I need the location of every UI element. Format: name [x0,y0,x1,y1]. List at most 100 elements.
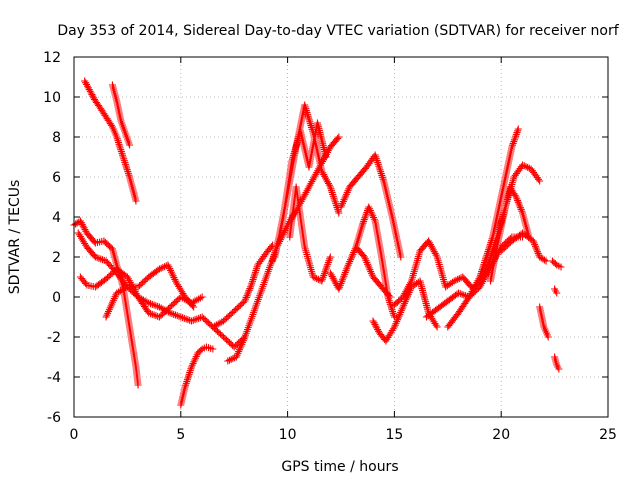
data-point-arc-10 [306,120,314,128]
data-point-arc-13 [329,274,337,282]
data-point-arc-17 [454,275,462,283]
data-point-arc-14 [374,158,382,166]
data-point-arc-6 [163,307,171,315]
data-point-arc-7 [209,345,217,353]
data-point-arc-1 [123,164,131,172]
y-tick-label: -4 [47,370,61,386]
data-point-arc-17 [452,276,460,284]
data-point-arc-13 [330,276,338,284]
data-point-arc-4 [154,312,162,320]
data-point-arc-22 [531,242,539,250]
data-point-arc-17 [426,239,434,247]
data-point-arc-5 [98,256,106,264]
data-point-arc-17 [404,284,412,292]
data-point-arc-15 [385,295,393,303]
data-point-arc-6 [170,310,178,318]
data-point-arc-12 [309,273,317,281]
data-point-arc-15 [368,210,376,218]
data-point-arc-10 [331,198,339,206]
data-point-arc-20 [524,163,532,171]
data-point-arc-10 [331,196,339,204]
data-point-arc-4 [150,311,158,319]
y-tick-label: 0 [52,290,61,306]
data-point-arc-9 [334,134,342,142]
data-point-arc-22 [542,257,550,265]
data-point-arc-10 [304,112,312,120]
data-point-arc-6 [138,295,146,303]
data-point-arc-6 [113,289,121,297]
data-point-arc-15 [370,214,378,221]
data-point-arc-17 [401,289,409,297]
x-tick-label: 25 [599,427,617,443]
data-point-arc-15 [370,215,378,223]
data-point-arc-17 [407,279,415,287]
data-point-arc-6 [168,310,176,318]
data-point-arc-1 [90,94,98,102]
data-point-arc-16 [389,325,397,333]
data-point-arc-1 [121,160,129,168]
data-point-arc-16 [433,323,441,331]
data-point-arc-10 [328,189,336,197]
data-point-arc-16 [432,321,440,329]
data-point-arc-17 [428,244,436,252]
data-point-arc-8 [242,293,250,301]
data-point-arc-19 [514,125,522,133]
data-point-arc-1 [87,89,95,97]
data-point-arc-4 [145,309,153,317]
data-point-arc-10 [322,174,330,182]
data-point-arc-9 [226,356,234,364]
data-point-arc-1 [122,162,130,170]
data-point-arc-6 [154,302,162,310]
y-tick-label: 8 [52,130,61,146]
data-point-arc-6 [164,308,172,316]
data-point-arc-14 [375,162,383,170]
y-tick-label: 6 [52,170,61,186]
x-tick-label: 20 [492,427,510,443]
data-point-arc-6 [141,297,149,305]
data-point-arc-1 [88,91,96,99]
data-point-arc-7 [188,361,196,369]
data-point-arc-17 [403,286,411,294]
data-point-arc-6 [147,300,155,308]
data-point-arc-8 [243,292,251,300]
data-point-arc-10 [305,116,313,124]
data-point-arc-6 [145,299,153,307]
y-tick-label: -2 [47,330,61,346]
data-point-arc-6 [118,286,126,294]
data-point-arc-15 [389,308,397,316]
y-tick-label: -6 [47,410,61,426]
data-point-arc-10 [319,169,327,177]
data-point-arc-6 [173,312,181,320]
data-point-arc-22 [534,248,542,256]
data-point-arc-12 [326,253,334,261]
data-point-arc-13 [326,269,334,277]
data-point-arc-21 [513,195,521,203]
data-point-arc-22 [540,256,548,264]
data-point-arc-10 [330,194,338,202]
data-point-arc-14 [377,170,385,178]
data-point-arc-21 [517,205,525,213]
data-point-arc-8 [211,322,219,330]
data-point-arc-6 [139,296,147,304]
data-point-arc-7 [185,372,193,380]
data-point-arc-23 [544,333,552,341]
data-point-arc-21 [512,193,520,201]
data-point-arc-14 [376,166,384,174]
data-point-arc-6 [143,298,151,306]
data-point-arc-6 [187,317,195,325]
data-point-arc-24 [555,365,563,373]
data-point-arc-14 [379,175,387,183]
data-point-arc-8 [244,288,252,296]
data-point-arc-1 [116,144,124,152]
data-point-arc-8 [247,283,255,291]
data-point-arc-1 [121,158,129,166]
data-point-arc-15 [385,297,393,305]
data-point-arc-8 [212,321,220,329]
data-point-arc-17 [425,237,433,245]
data-point-arc-5 [155,265,163,273]
plot-frame [73,56,609,418]
y-tick-label: 4 [52,210,61,226]
data-point-arc-15 [365,203,373,211]
data-point-arc-1 [107,121,115,129]
data-point-arc-1 [117,146,125,154]
